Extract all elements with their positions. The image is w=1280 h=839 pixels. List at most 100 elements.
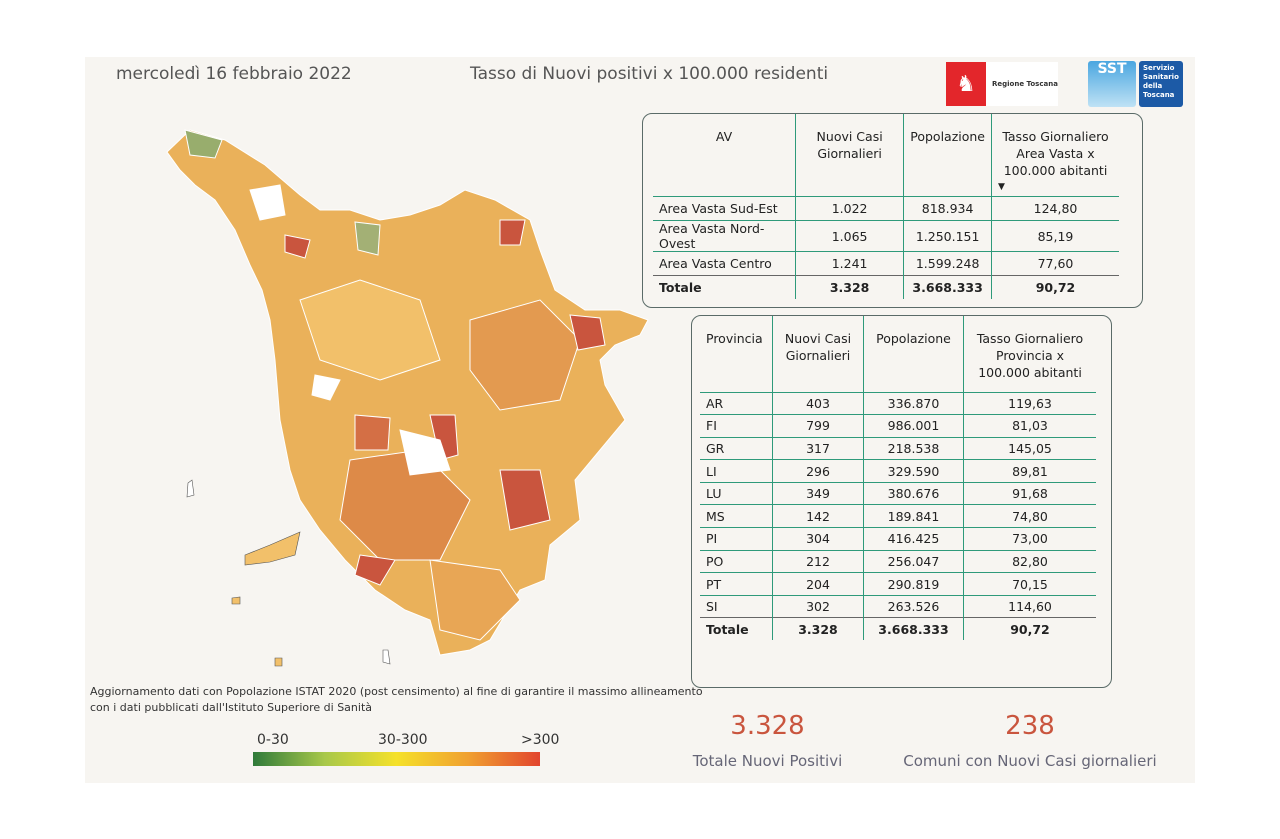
cell: 302 [772,594,864,618]
sst-text: Servizio Sanitario della Toscana [1139,61,1183,107]
kpi-comuni-label: Comuni con Nuovi Casi giornalieri [903,752,1157,770]
cell: 380.676 [863,481,964,505]
cell: 403 [772,391,864,415]
legend-gradient [253,752,540,766]
cell: 1.241 [794,251,904,276]
cell: 986.001 [863,414,964,438]
municipality-patch [299,279,441,381]
cell: 263.526 [863,594,964,618]
col-header[interactable]: Popolazione [903,114,992,197]
cell: 304 [772,527,864,551]
municipality-patch [354,221,381,256]
island-giglio [382,649,391,665]
col-header[interactable]: Provincia [706,331,763,346]
table-row: GR 317 218.538 145,05 [700,436,1096,460]
municipality-patch [399,429,451,476]
cell: Totale [700,617,773,641]
cell: 349 [772,481,864,505]
cell: 336.870 [863,391,964,415]
col-header[interactable]: AV [715,129,733,144]
cell: 1.022 [794,196,904,221]
cell: 189.841 [863,504,964,528]
col-header[interactable]: Popolazione [863,316,964,392]
municipality-patch [429,559,521,641]
region-shape [166,129,649,656]
total-row: Totale 3.328 3.668.333 90,72 [700,617,1096,641]
table-row: PO 212 256.047 82,80 [700,549,1096,573]
cell: 290.819 [863,572,964,596]
logo-text: Regione Toscana [992,80,1058,88]
cell: 818.934 [903,196,992,221]
cell: 329.590 [863,459,964,483]
cell: 90,72 [991,275,1119,299]
area-vasta-table-card: AV Nuovi Casi Giornalieri Popolazione Tasso… [642,113,1143,308]
cell: LU [700,481,773,505]
cell: 317 [772,436,864,460]
col-header[interactable]: Nuovi Casi Giornalieri [772,316,864,392]
table-row: PT 204 290.819 70,15 [700,572,1096,596]
cell: 212 [772,549,864,573]
cell: 1.599.248 [903,251,992,276]
cell: 74,80 [963,504,1096,528]
municipality-patch [311,374,341,401]
kpi-total-value: 3.328 [730,711,805,741]
cell: 1.250.151 [903,220,992,252]
cell: 416.425 [863,527,964,551]
cell: 3.668.333 [863,617,964,641]
cell: 85,19 [991,220,1119,252]
cell: Area Vasta Sud-Est [653,196,796,221]
cell: GR [700,436,773,460]
cell: 799 [772,414,864,438]
municipality-patch [569,314,606,351]
table-row: AR 403 336.870 119,63 [700,391,1096,415]
table-row: SI 302 263.526 114,60 [700,594,1096,618]
municipality-patch [184,129,223,159]
municipality-patch [354,414,391,451]
island-capraia [186,479,195,498]
data-note: Aggiornamento dati con Popolazione ISTAT… [90,685,703,714]
table-row: LU 349 380.676 91,68 [700,481,1096,505]
cell: SI [700,594,773,618]
col-header[interactable]: Tasso Giornaliero Provincia x 100.000 ab… [963,316,1096,392]
municipality-patch [249,184,286,221]
island-pianosa [231,596,241,605]
cell: 81,03 [963,414,1096,438]
page-title: Tasso di Nuovi positivi x 100.000 reside… [470,64,829,84]
pegasus-icon: ♞ [946,62,986,106]
legend-mid: 30-300 [378,732,428,748]
cell: PT [700,572,773,596]
legend-low: 0-30 [257,732,289,748]
cell: 124,80 [991,196,1119,221]
tuscany-map[interactable] [0,0,700,700]
cell: Totale [653,275,796,299]
cell: PI [700,527,773,551]
cell: AR [700,391,773,415]
cell: Area Vasta Centro [653,251,796,276]
report-date: mercoledì 16 febbraio 2022 [116,64,352,84]
sort-desc-icon[interactable]: ▼ [998,182,1005,192]
cell: 70,15 [963,572,1096,596]
cell: 142 [772,504,864,528]
municipality-patch [469,299,581,411]
table-row: PI 304 416.425 73,00 [700,527,1096,551]
total-row: Totale 3.328 3.668.333 90,72 [653,275,1119,299]
col-header[interactable]: Tasso Giornaliero Area Vasta x 100.000 a… [991,114,1119,197]
cell: 90,72 [963,617,1096,641]
table-row: MS 142 189.841 74,80 [700,504,1096,528]
island-montecristo [274,657,283,667]
kpi-comuni-value: 238 [1005,711,1055,741]
cell: 296 [772,459,864,483]
cell: 89,81 [963,459,1096,483]
table-row: FI 799 986.001 81,03 [700,414,1096,438]
cell: 82,80 [963,549,1096,573]
municipality-patch [499,469,551,531]
cell: 73,00 [963,527,1096,551]
cell: PO [700,549,773,573]
cell: 218.538 [863,436,964,460]
col-header[interactable]: Nuovi Casi Giornalieri [794,114,904,197]
cell: 3.668.333 [903,275,992,299]
municipality-patch [284,234,311,259]
regione-toscana-logo: ♞ Regione Toscana [946,62,1058,106]
cell: 119,63 [963,391,1096,415]
municipality-patch [354,554,396,586]
